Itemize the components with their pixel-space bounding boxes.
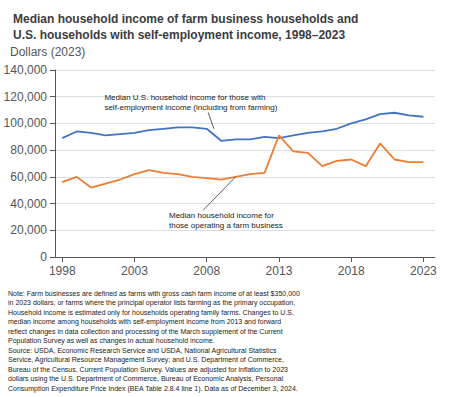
svg-text:Median household income for: Median household income for bbox=[169, 211, 274, 220]
svg-text:2023: 2023 bbox=[410, 264, 437, 278]
svg-text:in 2023 dollars, or farms wher: in 2023 dollars, or farms where the prin… bbox=[8, 299, 295, 307]
svg-text:120,000: 120,000 bbox=[4, 90, 48, 104]
svg-text:100,000: 100,000 bbox=[4, 116, 48, 130]
svg-text:median income among households: median income among households with self… bbox=[8, 318, 281, 326]
svg-text:Note: Farm businesses are defi: Note: Farm businesses are defined as far… bbox=[8, 290, 300, 298]
svg-text:60,000: 60,000 bbox=[10, 170, 47, 184]
svg-text:those operating a farm busines: those operating a farm business bbox=[169, 221, 283, 230]
svg-text:Median U.S. household income f: Median U.S. household income for those w… bbox=[104, 93, 265, 102]
svg-text:self-employment income (includ: self-employment income (including from f… bbox=[104, 103, 277, 112]
svg-text:1998: 1998 bbox=[49, 264, 76, 278]
svg-text:0: 0 bbox=[40, 250, 47, 264]
svg-text:Dollars (2023): Dollars (2023) bbox=[10, 45, 85, 59]
svg-text:2008: 2008 bbox=[193, 264, 220, 278]
svg-text:Source: USDA, Economic Researc: Source: USDA, Economic Research Service … bbox=[8, 347, 277, 355]
svg-text:140,000: 140,000 bbox=[4, 63, 48, 77]
svg-text:2018: 2018 bbox=[338, 264, 365, 278]
svg-text:Bureau of the Census, Current: Bureau of the Census, Current Population… bbox=[8, 366, 288, 374]
svg-text:40,000: 40,000 bbox=[10, 197, 47, 211]
svg-text:80,000: 80,000 bbox=[10, 143, 47, 157]
svg-text:2003: 2003 bbox=[121, 264, 148, 278]
svg-text:dollars using the U.S. Departm: dollars using the U.S. Department of Com… bbox=[8, 375, 284, 383]
svg-text:Median household income of far: Median household income of farm business… bbox=[13, 12, 358, 26]
svg-text:reflect changes in data collec: reflect changes in data collection and p… bbox=[8, 328, 283, 336]
svg-text:Population Survey as well as c: Population Survey as well as changes in … bbox=[8, 337, 215, 345]
svg-text:2013: 2013 bbox=[266, 264, 293, 278]
svg-text:Household income is estimated: Household income is estimated only for h… bbox=[8, 309, 294, 317]
svg-text:U.S. households with self-empl: U.S. households with self-employment inc… bbox=[13, 28, 345, 42]
svg-text:Service, Agricultural Resource: Service, Agricultural Resource Managemen… bbox=[8, 356, 284, 364]
svg-text:20,000: 20,000 bbox=[10, 223, 47, 237]
svg-text:Consumption Expenditure Price: Consumption Expenditure Price Index (BEA… bbox=[8, 385, 298, 393]
